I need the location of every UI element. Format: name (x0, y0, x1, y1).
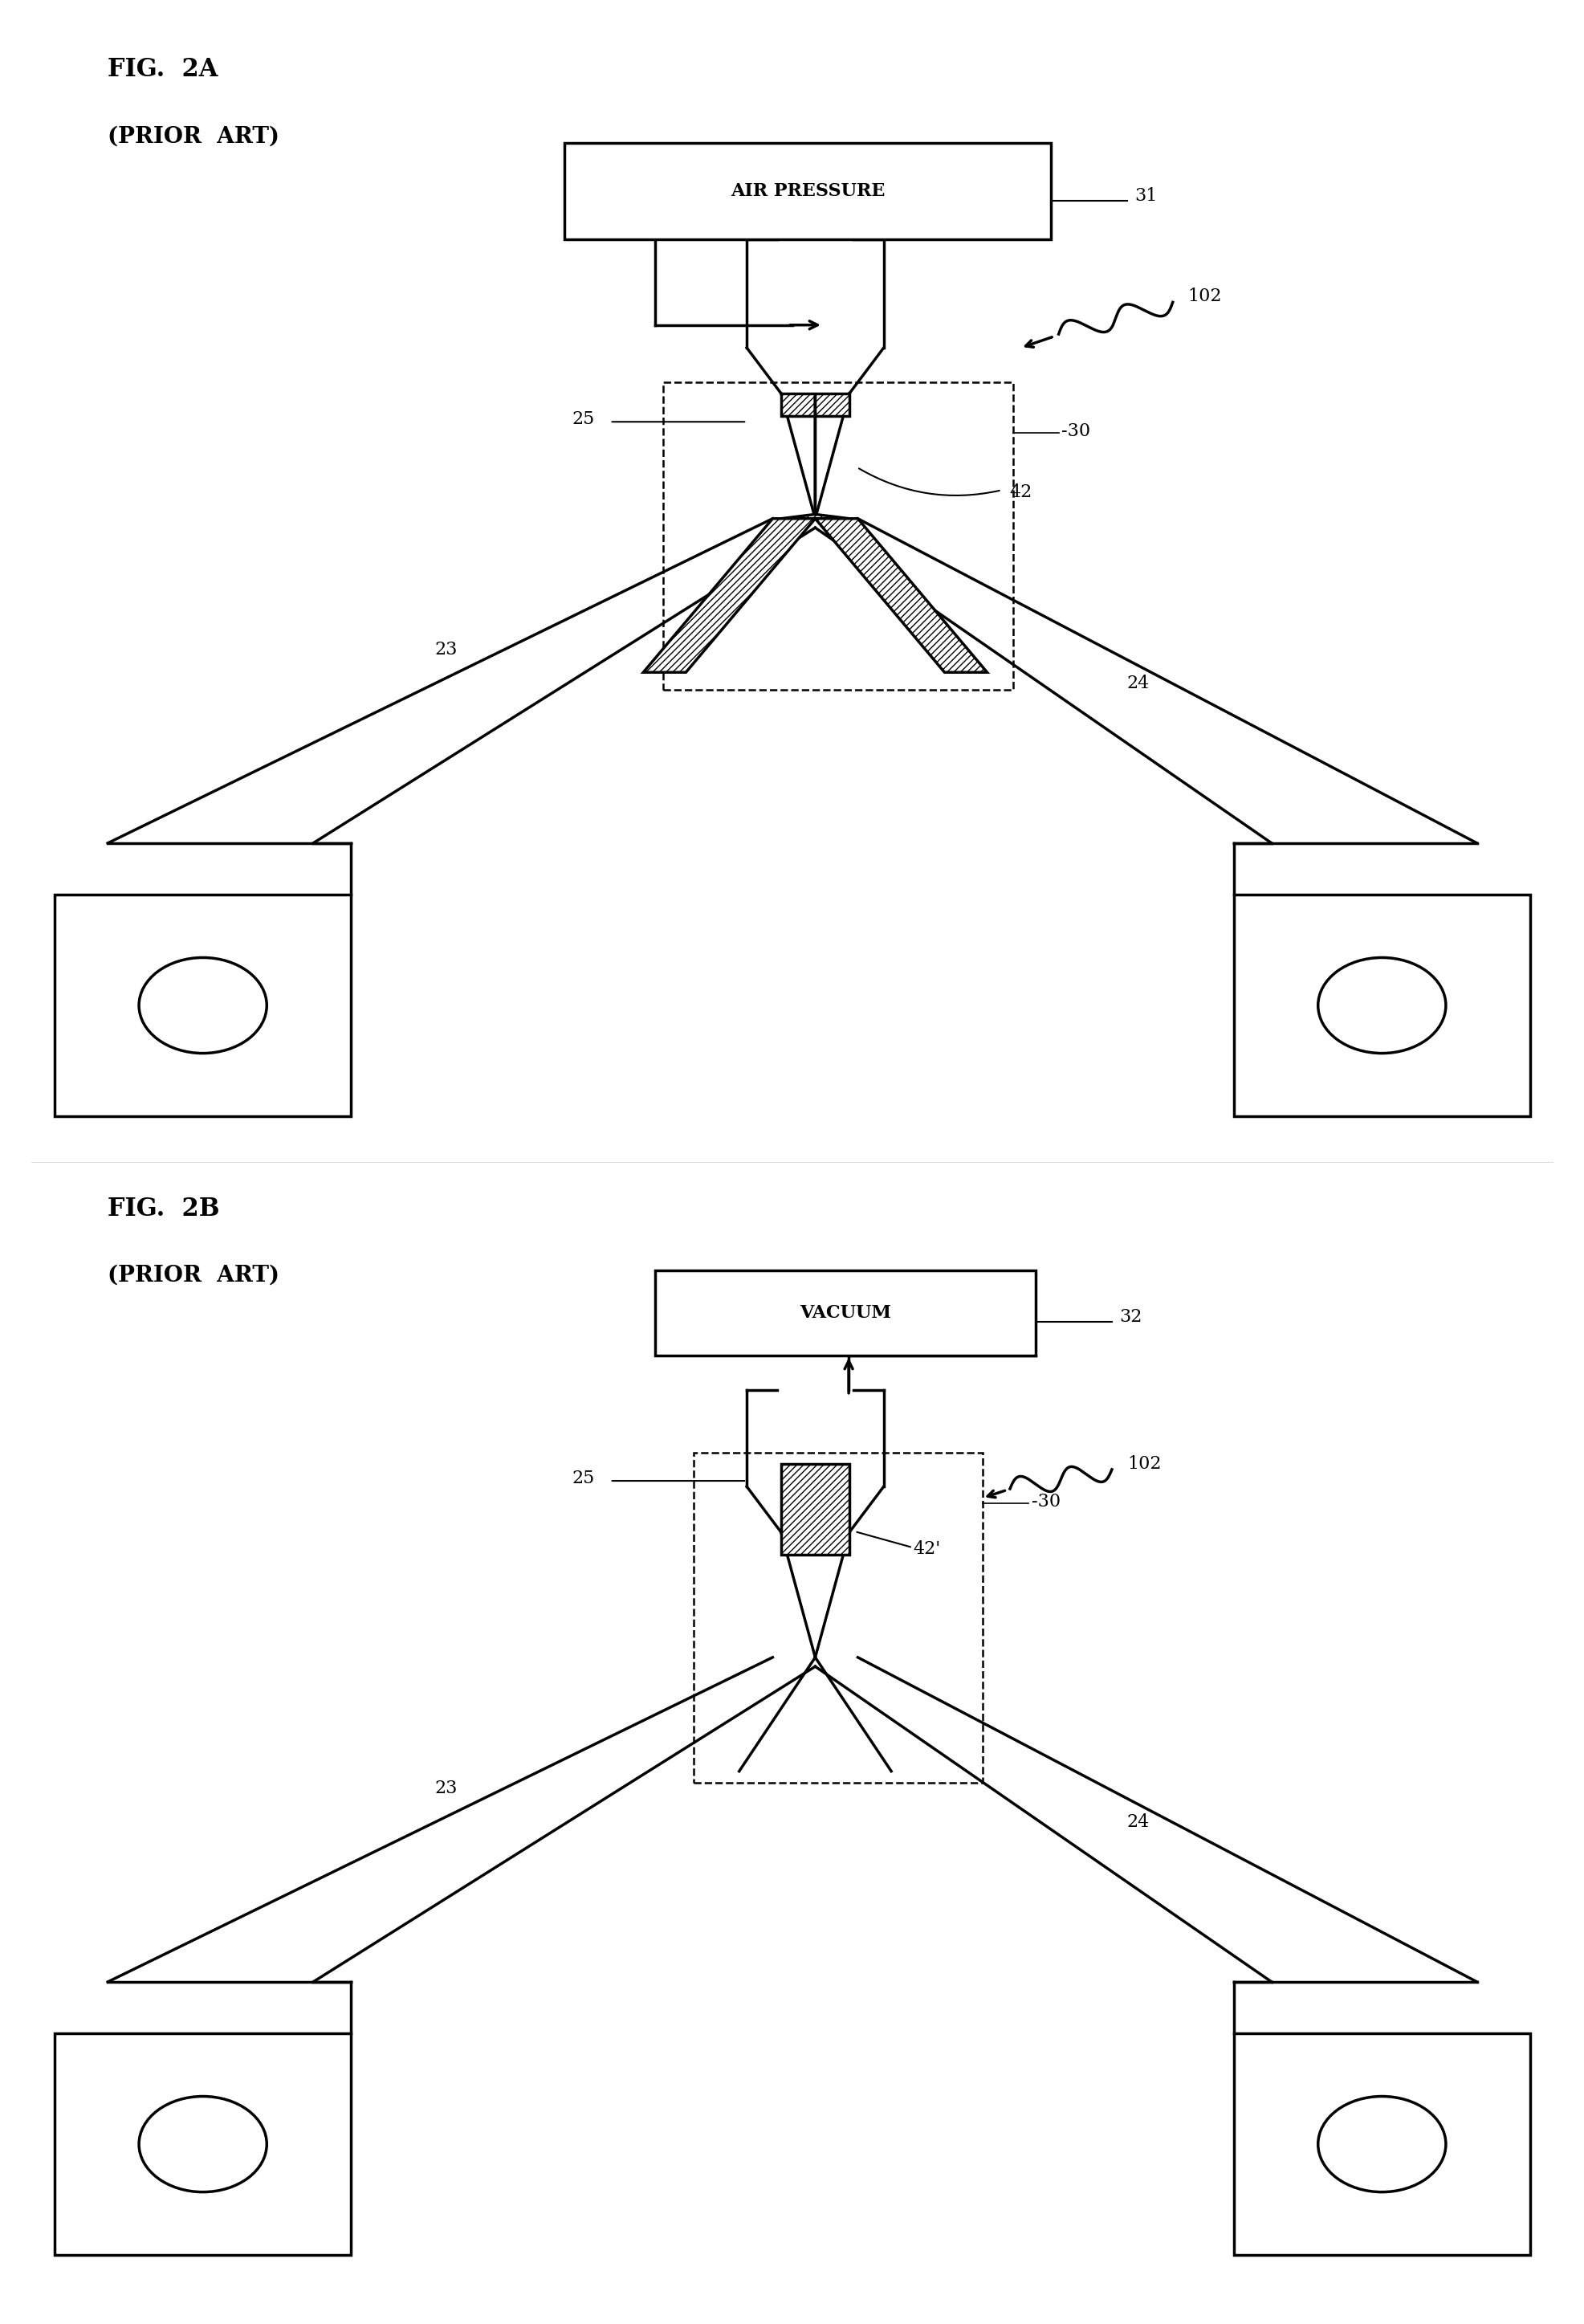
Polygon shape (781, 1464, 849, 1555)
Text: 24: 24 (1126, 674, 1150, 693)
Bar (662, 381, 1012, 690)
Bar (54, 895, 352, 1116)
Text: 42': 42' (912, 1541, 941, 1557)
Text: (PRIOR  ART): (PRIOR ART) (108, 125, 279, 146)
Text: FIG.  2A: FIG. 2A (108, 58, 219, 81)
Polygon shape (781, 393, 849, 518)
Text: -30: -30 (1031, 1492, 1060, 1511)
FancyBboxPatch shape (656, 1271, 1036, 1355)
Bar (1232, 2034, 1530, 2254)
Text: FIG.  2B: FIG. 2B (108, 1197, 220, 1220)
Text: VACUUM: VACUUM (800, 1304, 890, 1322)
Text: 102: 102 (1188, 288, 1221, 304)
Text: -30: -30 (1061, 423, 1090, 439)
Bar (54, 2034, 352, 2254)
Text: 102: 102 (1126, 1455, 1161, 1473)
Text: 32: 32 (1118, 1308, 1142, 1327)
Text: 31: 31 (1134, 188, 1156, 205)
Text: 23: 23 (434, 1780, 458, 1796)
FancyBboxPatch shape (564, 142, 1050, 239)
Text: AIR PRESSURE: AIR PRESSURE (730, 181, 884, 200)
Bar (694, 1452, 982, 1783)
Text: 25: 25 (572, 411, 594, 428)
Text: 24: 24 (1126, 1813, 1150, 1831)
Text: 23: 23 (434, 641, 458, 658)
Polygon shape (643, 518, 814, 672)
Polygon shape (814, 518, 987, 672)
Text: (PRIOR  ART): (PRIOR ART) (108, 1264, 279, 1285)
Text: 25: 25 (572, 1469, 594, 1487)
Bar (1232, 895, 1530, 1116)
Text: 42: 42 (1009, 483, 1031, 502)
Polygon shape (781, 393, 849, 416)
